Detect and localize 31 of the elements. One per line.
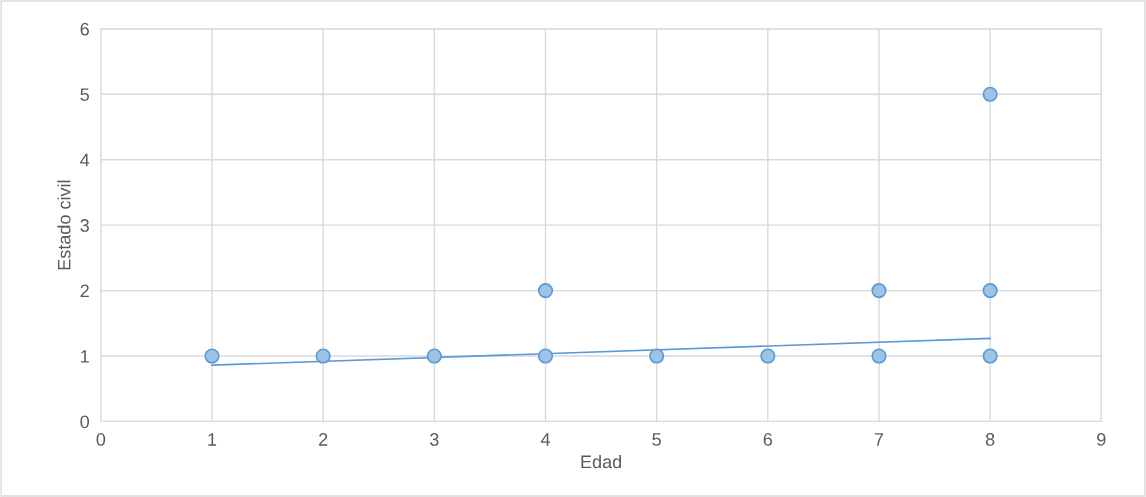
- x-tick-label: 1: [208, 433, 217, 446]
- y-tick-label: 5: [80, 88, 89, 101]
- x-tick-label: 6: [763, 433, 773, 446]
- y-tick-label: 2: [80, 284, 89, 298]
- y-tick-label: 3: [80, 219, 89, 232]
- y-tick-label: 6: [80, 22, 89, 36]
- y-tick-label: 1: [81, 350, 89, 363]
- point: [537, 282, 554, 299]
- point: [315, 348, 331, 364]
- point: [649, 348, 665, 364]
- point: [982, 348, 998, 364]
- x-axis-title: Edad: [581, 454, 621, 469]
- y-tick-label: 4: [80, 153, 90, 167]
- point: [204, 348, 220, 364]
- x-tick-label: 0: [96, 433, 106, 446]
- point: [426, 348, 442, 364]
- point: [982, 282, 998, 299]
- y-axis-title: Estado civil: [57, 180, 71, 270]
- x-tick-label: 8: [985, 433, 995, 446]
- point: [537, 348, 554, 364]
- x-tick-label: 5: [652, 433, 661, 446]
- x-tick-label: 3: [430, 433, 439, 446]
- point: [871, 282, 887, 299]
- x-tick-label: 7: [874, 433, 884, 446]
- x-tick-label: 2: [319, 433, 328, 446]
- point: [760, 348, 776, 364]
- point: [871, 348, 887, 364]
- x-tick-label: 4: [540, 433, 550, 446]
- x-tick-label: 9: [1097, 433, 1106, 446]
- y-tick-label: 0: [80, 415, 90, 429]
- point: [982, 86, 998, 102]
